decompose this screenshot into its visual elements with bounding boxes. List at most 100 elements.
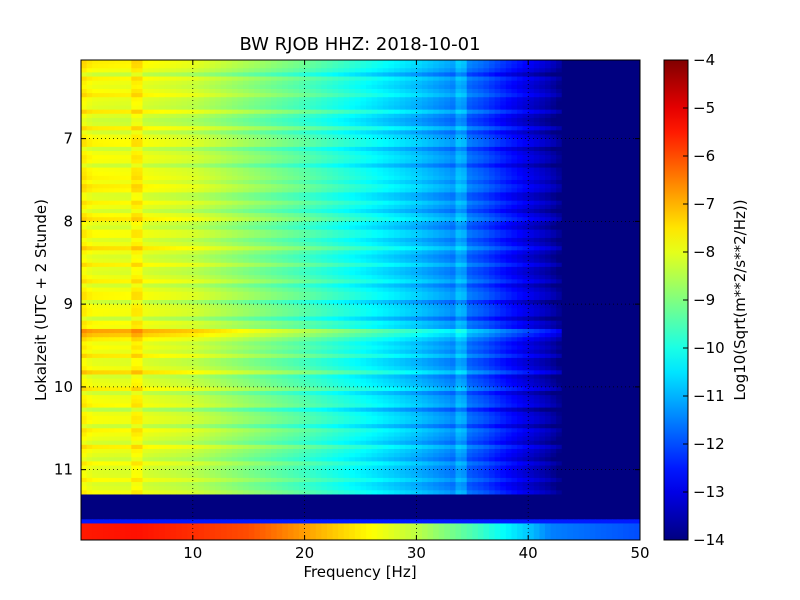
heatmap-cell bbox=[628, 258, 636, 264]
heatmap-cell bbox=[315, 93, 322, 98]
heatmap-cell bbox=[539, 68, 546, 74]
heatmap-cell bbox=[81, 134, 88, 140]
heatmap-cell bbox=[181, 122, 188, 127]
heatmap-cell bbox=[371, 233, 378, 239]
heatmap-cell bbox=[282, 105, 289, 111]
heatmap-cell bbox=[377, 213, 384, 218]
heatmap-cell bbox=[449, 138, 457, 144]
heatmap-cell bbox=[86, 72, 93, 78]
heatmap-cell bbox=[433, 254, 440, 260]
heatmap-cell bbox=[427, 250, 434, 256]
heatmap-cell bbox=[148, 109, 155, 115]
heatmap-cell bbox=[299, 64, 306, 69]
heatmap-cell bbox=[405, 204, 412, 210]
heatmap-cell bbox=[528, 80, 535, 86]
heatmap-cell bbox=[237, 72, 244, 78]
heatmap-cell bbox=[623, 155, 630, 160]
heatmap-cell bbox=[617, 84, 624, 90]
heatmap-cell bbox=[612, 258, 619, 264]
heatmap-cell bbox=[310, 175, 317, 181]
heatmap-cell bbox=[539, 97, 546, 102]
heatmap-cell bbox=[81, 208, 88, 214]
heatmap-cell bbox=[528, 180, 535, 185]
heatmap-cell bbox=[371, 184, 378, 189]
heatmap-cell bbox=[343, 217, 350, 222]
heatmap-cell bbox=[539, 262, 546, 268]
heatmap-cell bbox=[494, 68, 501, 74]
heatmap-cell bbox=[108, 84, 116, 90]
heatmap-cell bbox=[438, 167, 445, 173]
heatmap-cell bbox=[187, 250, 194, 256]
heatmap-cell bbox=[103, 146, 110, 152]
heatmap-cell bbox=[220, 113, 227, 119]
heatmap-cell bbox=[81, 242, 88, 247]
heatmap-cell bbox=[231, 184, 239, 189]
heatmap-cell bbox=[304, 93, 311, 98]
heatmap-cell bbox=[628, 254, 636, 260]
heatmap-cell bbox=[595, 64, 602, 69]
heatmap-cell bbox=[539, 109, 546, 115]
heatmap-cell bbox=[192, 246, 199, 251]
heatmap-cell bbox=[203, 80, 211, 86]
heatmap-cell bbox=[578, 101, 585, 107]
heatmap-cell bbox=[377, 242, 384, 247]
heatmap-cell bbox=[86, 221, 93, 227]
heatmap-cell bbox=[584, 155, 591, 160]
heatmap-cell bbox=[405, 105, 412, 111]
heatmap-cell bbox=[634, 180, 640, 185]
heatmap-cell bbox=[315, 188, 322, 194]
heatmap-cell bbox=[455, 184, 462, 189]
heatmap-cell bbox=[489, 254, 496, 260]
heatmap-cell bbox=[377, 138, 384, 144]
heatmap-cell bbox=[293, 237, 300, 243]
heatmap-cell bbox=[159, 142, 166, 148]
heatmap-cell bbox=[427, 142, 434, 148]
heatmap-cell bbox=[483, 101, 490, 107]
heatmap-cell bbox=[634, 155, 640, 160]
heatmap-cell bbox=[259, 159, 267, 165]
heatmap-cell bbox=[326, 97, 334, 102]
heatmap-cell bbox=[103, 88, 110, 94]
heatmap-cell bbox=[489, 184, 496, 189]
heatmap-cell bbox=[354, 134, 362, 140]
heatmap-cell bbox=[366, 93, 373, 98]
heatmap-cell bbox=[349, 184, 356, 189]
heatmap-cell bbox=[517, 233, 524, 239]
heatmap-cell bbox=[438, 113, 445, 119]
heatmap-cell bbox=[394, 93, 401, 98]
heatmap-cell bbox=[220, 225, 227, 231]
heatmap-cell bbox=[265, 122, 272, 127]
heatmap-cell bbox=[103, 180, 110, 185]
heatmap-cell bbox=[198, 117, 205, 123]
heatmap-cell bbox=[209, 122, 216, 127]
heatmap-cell bbox=[349, 138, 356, 144]
heatmap-cell bbox=[354, 196, 362, 202]
heatmap-cell bbox=[617, 155, 624, 160]
heatmap-cell bbox=[427, 237, 434, 243]
heatmap-cell bbox=[293, 72, 300, 78]
heatmap-cell bbox=[271, 180, 278, 185]
heatmap-cell bbox=[299, 225, 306, 231]
heatmap-cell bbox=[589, 175, 596, 181]
heatmap-cell bbox=[483, 155, 490, 160]
heatmap-cell bbox=[617, 258, 624, 264]
heatmap-cell bbox=[382, 200, 390, 206]
heatmap-cell bbox=[606, 76, 613, 82]
heatmap-cell bbox=[489, 146, 496, 152]
heatmap-cell bbox=[148, 184, 155, 189]
heatmap-cell bbox=[371, 188, 378, 194]
heatmap-cell bbox=[461, 262, 468, 268]
heatmap-cell bbox=[567, 122, 574, 127]
heatmap-cell bbox=[561, 262, 568, 268]
heatmap-cell bbox=[360, 213, 367, 218]
heatmap-cell bbox=[203, 130, 211, 136]
heatmap-cell bbox=[584, 159, 591, 165]
heatmap-cell bbox=[220, 60, 227, 65]
heatmap-cell bbox=[203, 192, 211, 198]
heatmap-cell bbox=[287, 192, 295, 198]
heatmap-cell bbox=[243, 229, 250, 235]
heatmap-cell bbox=[349, 250, 356, 256]
heatmap-cell bbox=[589, 76, 596, 82]
heatmap-cell bbox=[371, 64, 378, 69]
